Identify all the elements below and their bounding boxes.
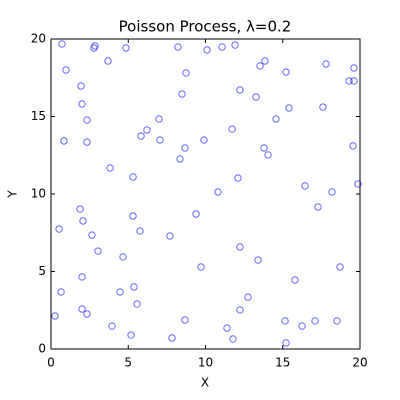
point	[119, 253, 127, 261]
point	[291, 276, 299, 284]
point	[116, 288, 124, 296]
point	[78, 305, 86, 313]
point	[281, 317, 289, 325]
y-axis-label: Y	[6, 190, 20, 199]
point	[285, 104, 293, 112]
point	[236, 306, 244, 314]
point	[133, 300, 141, 308]
point	[58, 40, 66, 48]
point	[314, 203, 322, 211]
x-tick-label: 5	[124, 356, 132, 370]
point	[174, 43, 182, 51]
point	[83, 138, 91, 146]
x-tick-label: 10	[198, 356, 213, 370]
point	[298, 322, 306, 330]
plot-frame	[50, 38, 361, 350]
point	[108, 322, 116, 330]
point	[203, 46, 211, 54]
point	[77, 82, 85, 90]
y-tick-label: 5	[38, 264, 46, 278]
point	[51, 312, 59, 320]
y-tick-label: 20	[31, 32, 46, 46]
y-tick-label: 0	[38, 342, 46, 356]
x-axis-label: X	[201, 376, 209, 390]
chart-title: Poisson Process, λ=0.2	[119, 18, 292, 36]
point	[122, 44, 130, 52]
point	[83, 116, 91, 124]
point	[236, 86, 244, 94]
point	[94, 247, 102, 255]
y-tick-label: 10	[31, 187, 46, 201]
point	[223, 324, 231, 332]
point	[319, 103, 327, 111]
point	[168, 334, 176, 342]
point	[349, 142, 357, 150]
point	[129, 212, 137, 220]
point	[336, 263, 344, 271]
point	[130, 283, 138, 291]
point	[83, 310, 91, 318]
point	[328, 188, 336, 196]
point	[57, 288, 65, 296]
point	[78, 100, 86, 108]
point	[55, 225, 63, 233]
point	[282, 68, 290, 76]
point	[197, 263, 205, 271]
x-tick-label: 20	[352, 356, 367, 370]
point	[181, 316, 189, 324]
point	[60, 137, 68, 145]
point	[282, 339, 290, 347]
point	[256, 62, 264, 70]
point	[234, 174, 242, 182]
point	[192, 210, 200, 218]
point	[260, 144, 268, 152]
point	[322, 60, 330, 68]
point	[129, 173, 137, 181]
point	[76, 205, 84, 213]
point	[156, 136, 164, 144]
point	[104, 57, 112, 65]
x-tick-label: 0	[47, 356, 55, 370]
point	[231, 41, 239, 49]
point	[354, 180, 362, 188]
point	[106, 164, 114, 172]
point	[301, 182, 309, 190]
point	[333, 317, 341, 325]
point	[264, 151, 272, 159]
point	[155, 115, 163, 123]
point	[90, 44, 98, 52]
point	[181, 144, 189, 152]
point	[218, 43, 226, 51]
point	[127, 331, 135, 339]
point	[178, 90, 186, 98]
point	[350, 64, 358, 72]
point	[88, 231, 96, 239]
point	[62, 66, 70, 74]
y-tick-label: 15	[31, 109, 46, 123]
point	[229, 335, 237, 343]
point	[182, 69, 190, 77]
point	[345, 77, 353, 85]
point	[272, 115, 280, 123]
point	[137, 132, 145, 140]
point	[78, 273, 86, 281]
point	[176, 155, 184, 163]
point	[244, 293, 252, 301]
point	[254, 256, 262, 264]
point	[228, 125, 236, 133]
point	[143, 126, 151, 134]
point	[79, 217, 87, 225]
point	[200, 136, 208, 144]
point	[166, 232, 174, 240]
point	[214, 188, 222, 196]
point	[136, 227, 144, 235]
point	[311, 317, 319, 325]
x-tick-label: 15	[275, 356, 290, 370]
point	[350, 77, 358, 85]
point	[261, 57, 269, 65]
point	[252, 93, 260, 101]
point	[236, 243, 244, 251]
